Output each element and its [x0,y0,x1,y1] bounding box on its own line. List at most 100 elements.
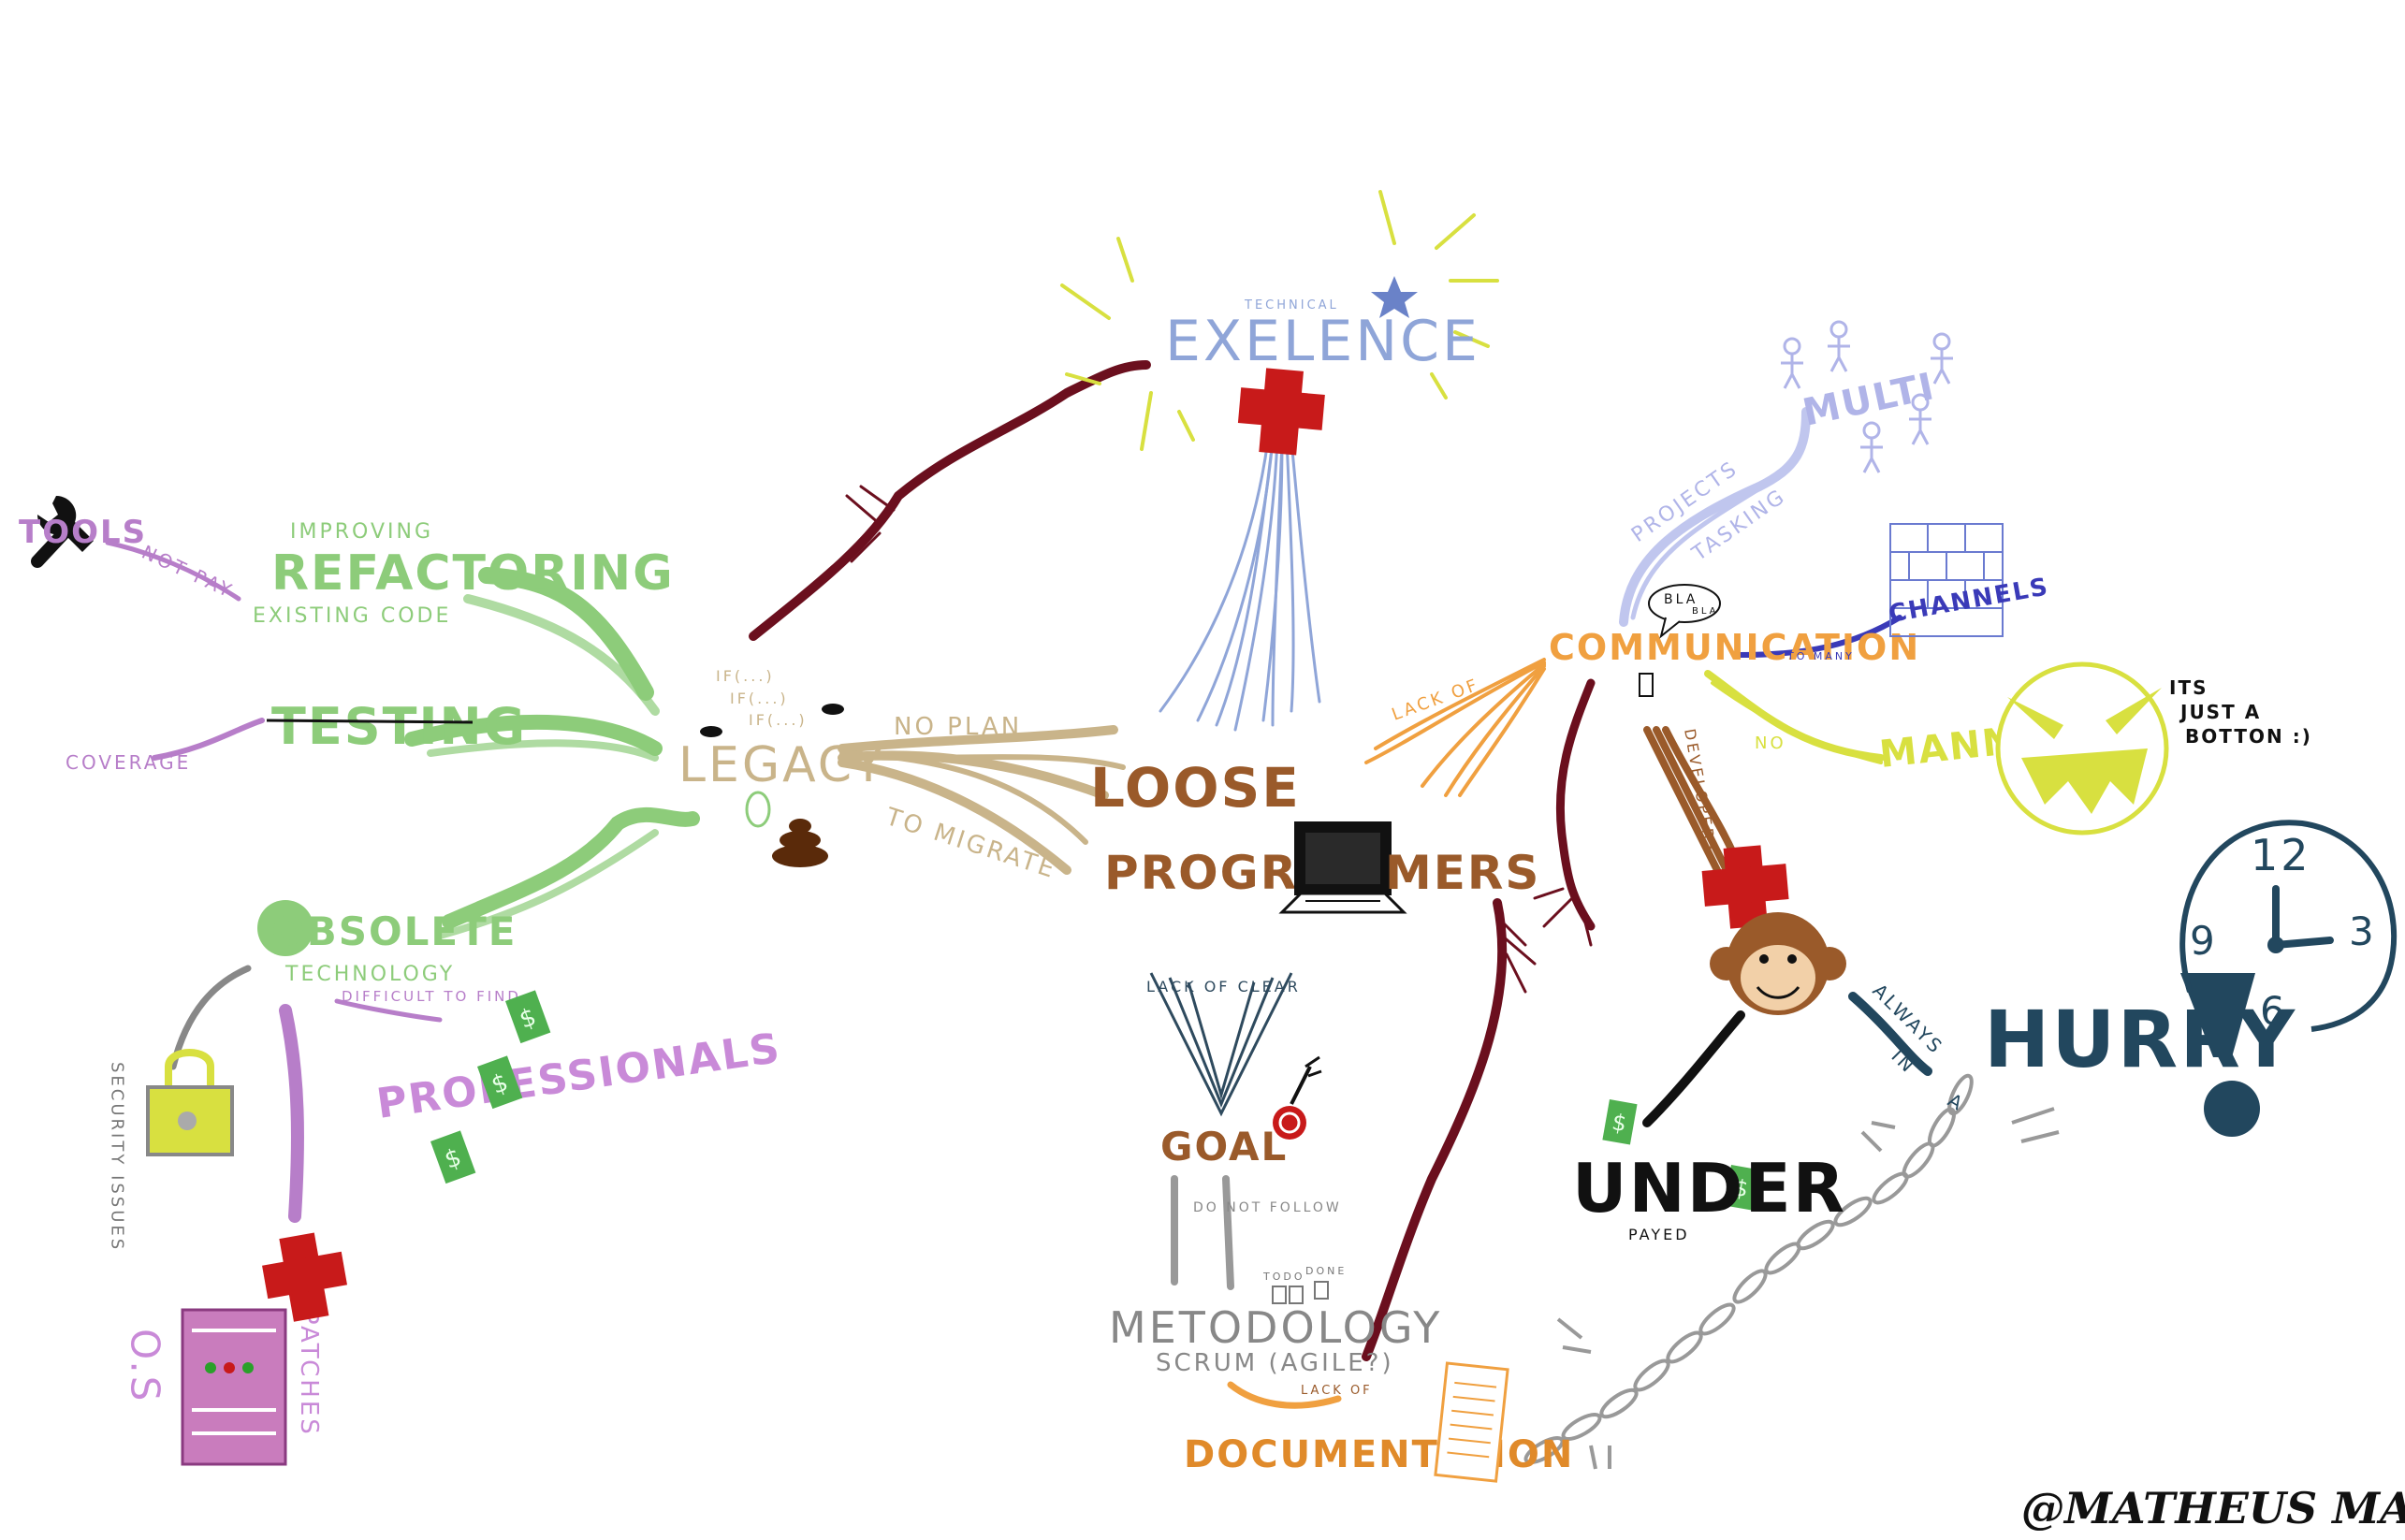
improving-label: IMPROVING [290,520,433,544]
metodology-arrows [1171,1175,1234,1290]
loose-label: LOOSE [1090,756,1301,820]
coverage-label: COVERAGE [66,751,191,774]
hurry-label: HURRY [1984,994,2296,1085]
angry-face-icon [1995,661,2169,835]
no-plan-label: NO PLAN [894,713,1022,741]
clock-3: 3 [2349,908,2377,954]
phone-icon [1639,673,1654,697]
existing-code-label: EXISTING CODE [253,604,451,628]
navy-branch [1848,992,1932,1076]
wrench-icon [31,496,94,568]
leaf-icon [745,791,771,828]
button-note: ITS [2169,676,2208,699]
obsolete-o-blob [257,900,313,956]
purple-branches [105,540,443,1223]
violet-branch [1738,615,1902,658]
do-not-follow-label: DO NOT FOLLOW [1193,1200,1342,1215]
bla-label: BLA [1692,606,1719,617]
lock-icon [146,1049,234,1156]
goal-fan [1149,972,1293,1117]
in-label: IN [1887,1045,1920,1079]
darkred-branch-top [749,360,1151,641]
not-pay-label: NOT PAY [138,541,238,603]
under-label: UNDER [1572,1149,1846,1228]
todo-label: TODO [1262,1271,1305,1283]
legacy-label: LEGACY [678,737,886,793]
kanban-icon [1272,1281,1329,1304]
testing-label: TESTING [271,697,527,756]
monkey-icon [1710,912,1846,1015]
if-line: IF(...) [730,690,789,707]
money-icon: $ [505,990,551,1044]
exclamation-bar [2180,973,2255,1057]
channels-label: CHANNELS [1887,573,2051,629]
money-icon: $ [430,1130,476,1184]
os-label: O.S [123,1329,168,1403]
wall-icon [1889,523,2004,637]
chain [1523,1073,2060,1470]
gray-branch [169,965,252,1070]
clock-icon [2179,820,2398,1032]
mers-label: MERS [1385,846,1540,900]
technology-label: TECHNOLOGY [284,963,455,986]
laptop-icon [1278,821,1407,914]
server-icon [181,1308,287,1466]
documentation-label: DOCUMENTATION [1184,1433,1574,1476]
scrum-label: SCRUM (AGILE?) [1156,1349,1394,1377]
speech-bubble-icon [1648,584,1721,639]
clock-9: 9 [2190,918,2218,964]
exelence-label: EXELENCE [1165,309,1480,374]
doc-arrow [1227,1381,1342,1409]
bug-icon [700,704,844,737]
darkred-branch-bottom [1362,898,1537,1361]
legacy-fan [838,725,1126,875]
red-cross-icon [262,1232,347,1322]
technical-label: TECHNICAL [1244,298,1339,312]
orange-fan [1364,658,1546,797]
if-line: IF(...) [716,667,775,685]
button-note: JUST A [2179,701,2261,723]
goal-label: GOAL [1160,1124,1288,1170]
payed-label: PAYED [1628,1226,1690,1243]
done-label: DONE [1305,1265,1347,1277]
target-icon [1273,1055,1322,1140]
to-many-label: TO MANY [1786,650,1855,662]
green-branches [404,567,700,939]
svg-text:$: $ [1610,1109,1628,1137]
black-branch [1642,1010,1745,1127]
darkred-branch-right [1533,678,1596,947]
red-cross-icon [1237,368,1325,456]
obsolete-label: OBSOLETE [271,908,517,954]
signature: @MATHEUS MARABESI [2021,1483,2405,1533]
professionals-label: PROFESSIONALS [373,1024,783,1128]
patches-label: PATCHES [295,1310,323,1437]
svg-text:$: $ [1731,1174,1750,1202]
money-icon: $ [1724,1165,1759,1211]
difficult-to-find-label: DIFFICULT TO FIND [342,988,521,1005]
document-icon [1434,1361,1509,1483]
red-cross-icon [1701,845,1789,929]
money-icon: $ [1602,1099,1638,1145]
money-icon: $ [477,1055,523,1110]
refactoring-label: REFACTORING [271,545,675,602]
exclamation-dot [2204,1081,2260,1137]
if-line: IF(...) [749,711,808,729]
yellow-branch [1704,670,1885,764]
poop-icon [772,819,828,867]
no-label: NO [1755,734,1786,753]
shine-lines [1060,190,1499,451]
communication-label: COMMUNICATION [1549,627,1920,668]
clock-6: 6 [2260,988,2288,1034]
tools-label: TOOLS [19,514,147,551]
lack-of-doc-label: LACK OF [1301,1384,1373,1398]
bla-label: BLA [1664,592,1698,607]
metodology-label: METODOLOGY [1109,1302,1442,1353]
lavender-branch [1619,407,1811,627]
button-note: BOTTON :) [2185,725,2312,748]
clock-12: 12 [2251,830,2311,880]
lack-of-clear-label: LACK OF CLEAR [1146,978,1301,995]
blue-fan [1159,438,1321,732]
security-label: SECURITY ISSUES [108,1062,127,1252]
star-icon [1371,276,1418,318]
